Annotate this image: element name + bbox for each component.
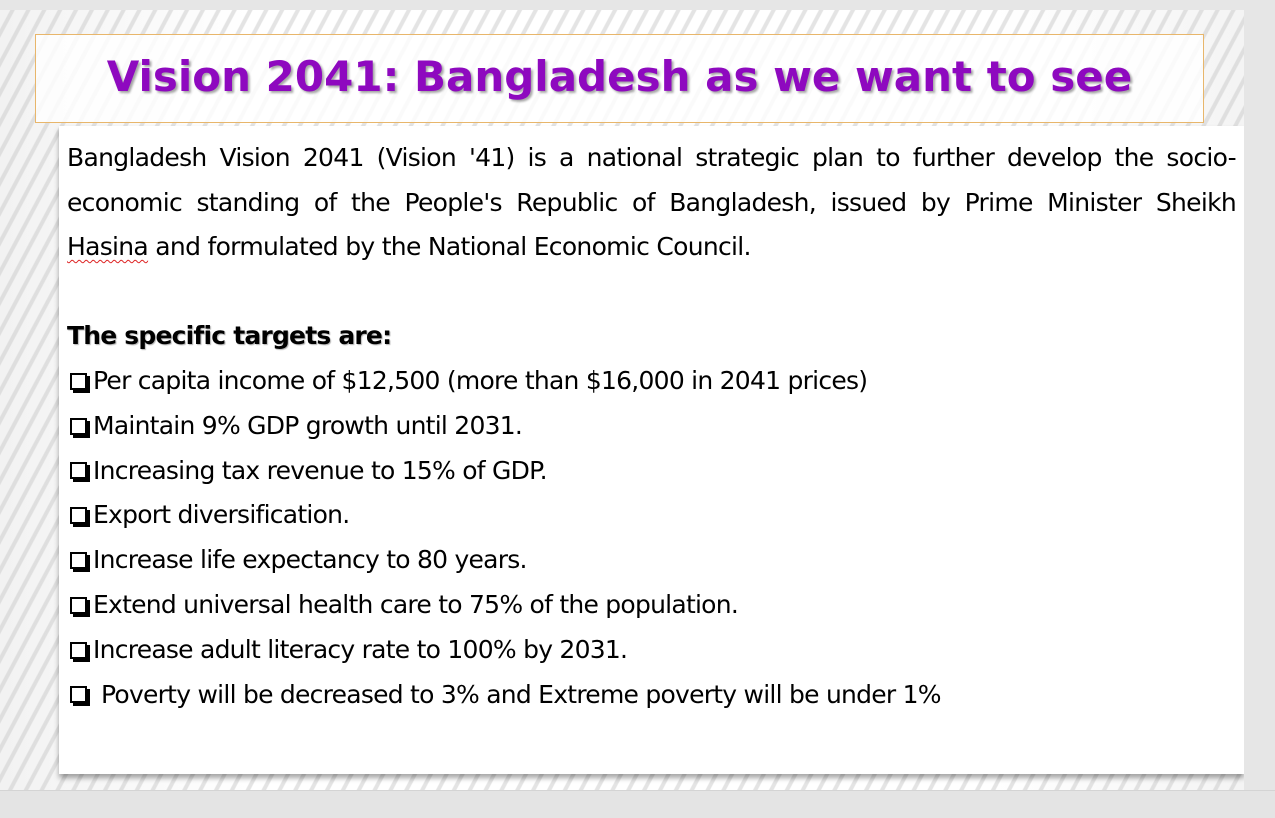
list-item: Maintain 9% GDP growth until 2031. [67,404,1236,449]
list-item: Extend universal health care to 75% of t… [67,583,1236,628]
title-placeholder[interactable]: Vision 2041: Bangladesh as we want to se… [35,34,1204,123]
empty-line [67,270,1236,315]
editor-top-strip [0,0,1275,10]
slide-canvas[interactable]: Vision 2041: Bangladesh as we want to se… [0,10,1244,790]
checkbox-bullet-icon [70,507,90,528]
list-item-text: Maintain 9% GDP growth until 2031. [93,410,523,440]
intro-paragraph: Bangladesh Vision 2041 (Vision '41) is a… [67,136,1237,270]
checkbox-bullet-icon [70,462,90,483]
list-item: Export diversification. [67,493,1236,538]
checkbox-bullet-icon [70,552,90,573]
spellcheck-flagged-word[interactable]: Hasina [67,232,149,262]
checkbox-bullet-icon [70,686,90,707]
editor-scrollbar-gutter[interactable] [1244,0,1275,817]
slide-title: Vision 2041: Bangladesh as we want to se… [106,52,1133,101]
list-item-text: Increase adult literacy rate to 100% by … [93,634,628,664]
checkbox-bullet-icon [70,417,90,438]
checkbox-bullet-icon [70,596,90,617]
list-item-text: Per capita income of $12,500 (more than … [93,365,868,395]
intro-text: Bangladesh Vision 2041 (Vision '41) is a… [67,143,1237,217]
list-item: Increase adult literacy rate to 100% by … [67,628,1236,673]
checkbox-bullet-icon [70,641,90,662]
targets-heading: The specific targets are: [67,321,392,351]
list-item-text: Poverty will be decreased to 3% and Extr… [101,679,942,709]
list-item-text: Extend universal health care to 75% of t… [93,589,739,619]
targets-list: Per capita income of $12,500 (more than … [67,359,1236,717]
list-item-text: Increasing tax revenue to 15% of GDP. [93,455,548,485]
list-item: Per capita income of $12,500 (more than … [67,359,1236,404]
content-placeholder[interactable]: Bangladesh Vision 2041 (Vision '41) is a… [59,126,1244,774]
list-item: Increase life expectancy to 80 years. [67,538,1236,583]
list-item-text: Increase life expectancy to 80 years. [93,545,527,575]
list-item-text: Export diversification. [93,500,350,530]
intro-text-end: and formulated by the National Economic … [148,232,751,262]
checkbox-bullet-icon [70,372,90,393]
list-item: Poverty will be decreased to 3% and Extr… [67,673,1236,718]
editor-bottom-strip [0,790,1275,818]
list-item: Increasing tax revenue to 15% of GDP. [67,449,1236,494]
